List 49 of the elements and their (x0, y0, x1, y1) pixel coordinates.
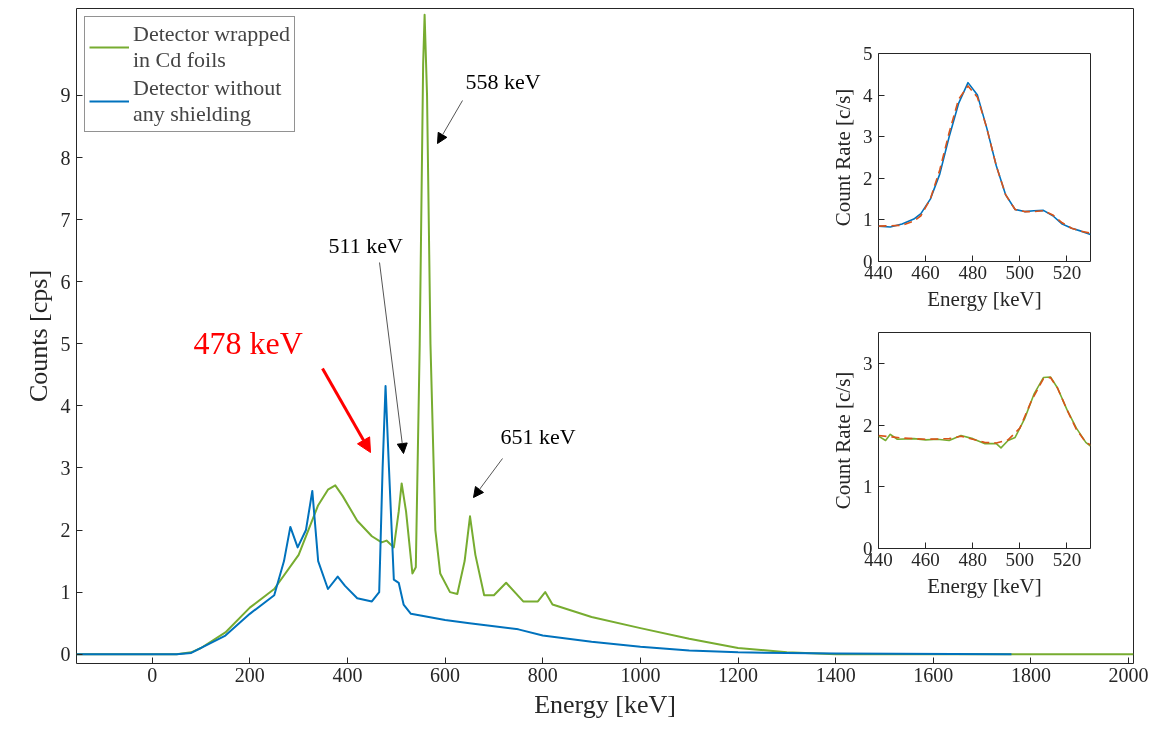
y-tick-label: 3 (60, 456, 71, 479)
x-tick-label: 1400 (815, 663, 856, 686)
y-tick-label: 2 (863, 167, 873, 189)
annotation: 558 keV (465, 68, 541, 94)
x-tick-label: 0 (147, 663, 158, 686)
x-axis-title: Energy [keV] (927, 573, 1042, 598)
y-tick-label: 3 (863, 126, 873, 148)
x-tick-label: 2000 (1108, 663, 1149, 686)
x-tick-label: 800 (527, 663, 558, 686)
y-tick-label: 2 (60, 519, 71, 542)
y-axis-title: Count Rate [c/s] (831, 371, 855, 510)
x-tick-label: 1600 (913, 663, 954, 686)
x-tick-label: 200 (234, 663, 265, 686)
x-tick-label: 1800 (1010, 663, 1051, 686)
x-axis-title: Energy [keV] (534, 689, 676, 719)
x-tick-label: 500 (1005, 548, 1035, 570)
y-tick-label: 4 (60, 394, 71, 417)
y-tick-label: 1 (863, 209, 873, 231)
y-tick-label: 5 (60, 332, 71, 355)
legend-label: Detector without any shielding (133, 75, 282, 127)
y-tick-label: 7 (60, 208, 71, 231)
x-tick-label: 480 (958, 261, 987, 283)
y-axis-title: Count Rate [c/s] (831, 88, 855, 227)
y-tick-label: 1 (60, 581, 71, 604)
x-tick-label: 1200 (718, 663, 759, 686)
x-tick-label: 1000 (620, 663, 661, 686)
y-tick-label: 0 (60, 643, 71, 666)
x-tick-label: 480 (958, 548, 987, 570)
legend-label: Detector wrapped in Cd foils (133, 21, 290, 73)
x-tick-label: 520 (1052, 548, 1082, 570)
x-tick-label: 500 (1005, 261, 1035, 283)
x-tick-label: 460 (911, 548, 940, 570)
x-axis-title: Energy [keV] (927, 286, 1042, 311)
annotation: 478 keV (193, 324, 303, 361)
y-tick-label: 1 (863, 476, 873, 498)
y-tick-label: 3 (863, 352, 873, 374)
y-tick-label: 2 (863, 414, 873, 436)
y-tick-label: 5 (863, 43, 873, 64)
y-tick-label: 8 (60, 146, 71, 169)
x-tick-label: 460 (911, 261, 940, 283)
x-tick-label: 600 (430, 663, 461, 686)
annotation: 651 keV (500, 423, 576, 449)
annotation: 511 keV (328, 232, 403, 258)
y-tick-label: 4 (863, 84, 873, 106)
y-tick-label: 6 (60, 270, 71, 293)
x-tick-label: 520 (1052, 261, 1082, 283)
x-tick-label: 400 (332, 663, 363, 686)
y-axis-title: Counts [cps] (23, 269, 53, 403)
y-tick-label: 9 (60, 84, 71, 107)
